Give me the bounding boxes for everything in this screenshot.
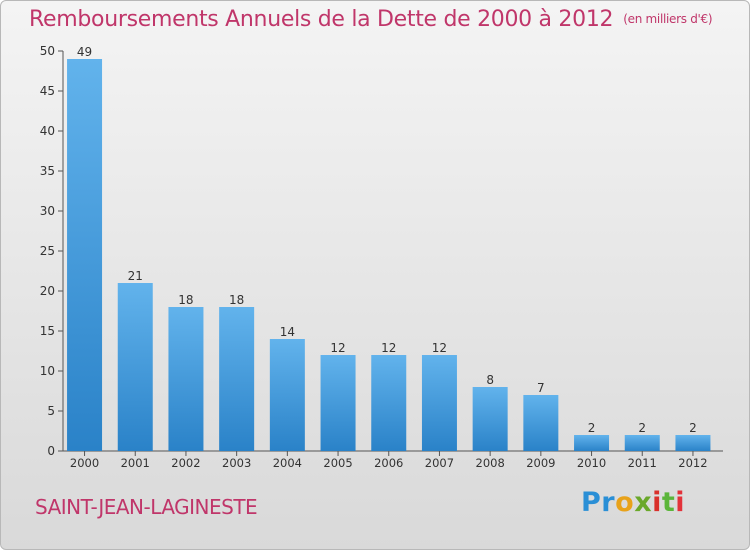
bar	[67, 59, 103, 451]
bar	[675, 435, 711, 451]
bar	[624, 435, 660, 451]
data-label: 2	[588, 421, 596, 435]
data-label: 8	[486, 373, 494, 387]
x-tick-label: 2010	[577, 456, 606, 470]
data-label: 7	[537, 381, 545, 395]
x-tick-label: 2006	[374, 456, 403, 470]
data-label: 21	[128, 269, 143, 283]
bar	[371, 355, 407, 451]
chart-data-labels: 49 21 18 18 14 12 12 12 8 7 2 2 2	[77, 45, 697, 435]
chart-title-text: Remboursements Annuels de la Dette de 20…	[29, 7, 614, 32]
logo-letter: x	[634, 487, 653, 518]
bar	[269, 339, 305, 451]
bar	[219, 307, 255, 451]
y-tick-label: 10	[40, 364, 55, 378]
x-tick-label: 2005	[323, 456, 352, 470]
chart-title: Remboursements Annuels de la Dette de 20…	[29, 7, 713, 32]
y-tick-label: 50	[40, 44, 55, 58]
bar	[523, 395, 559, 451]
data-label: 18	[178, 293, 193, 307]
y-tick-label: 30	[40, 204, 55, 218]
chart-subtitle: (en milliers d'€)	[623, 12, 713, 26]
logo-letter: r	[601, 487, 616, 518]
x-tick-label: 2012	[678, 456, 707, 470]
y-tick-label: 20	[40, 284, 55, 298]
bar	[168, 307, 204, 451]
data-label: 18	[229, 293, 244, 307]
data-label: 12	[330, 341, 345, 355]
x-tick-label: 2003	[222, 456, 251, 470]
data-label: 14	[280, 325, 295, 339]
y-tick-label: 35	[40, 164, 55, 178]
bar	[472, 387, 508, 451]
chart-axes: 0 5 10 15 20 25 30 35 40 45 50 2000 2001 2002 2003 2004…	[40, 44, 723, 470]
logo-letter: o	[615, 487, 635, 518]
bar	[320, 355, 356, 451]
commune-name: SAINT-JEAN-LAGINESTE	[35, 495, 258, 519]
y-tick-label: 45	[40, 84, 55, 98]
data-label: 2	[689, 421, 697, 435]
x-tick-label: 2009	[526, 456, 555, 470]
x-tick-label: 2011	[628, 456, 657, 470]
proxiti-logo: Proxiti	[581, 487, 685, 518]
data-label: 12	[432, 341, 447, 355]
x-tick-label: 2004	[273, 456, 302, 470]
logo-letter: i	[652, 487, 662, 518]
logo-letter: P	[581, 487, 602, 518]
y-tick-label: 15	[40, 324, 55, 338]
y-tick-label: 40	[40, 124, 55, 138]
data-label: 49	[77, 45, 92, 59]
y-tick-label: 0	[47, 444, 55, 458]
x-tick-label: 2007	[425, 456, 454, 470]
x-tick-label: 2002	[171, 456, 200, 470]
y-tick-label: 25	[40, 244, 55, 258]
x-tick-label: 2008	[476, 456, 505, 470]
x-tick-label: 2001	[121, 456, 150, 470]
logo-letter: t	[661, 487, 676, 518]
data-label: 2	[638, 421, 646, 435]
data-label: 12	[381, 341, 396, 355]
x-tick-label: 2000	[70, 456, 99, 470]
y-tick-label: 5	[47, 404, 55, 418]
bar	[117, 283, 153, 451]
chart-bars	[67, 59, 711, 451]
bar	[574, 435, 610, 451]
bar	[421, 355, 457, 451]
logo-letter: i	[675, 487, 686, 518]
